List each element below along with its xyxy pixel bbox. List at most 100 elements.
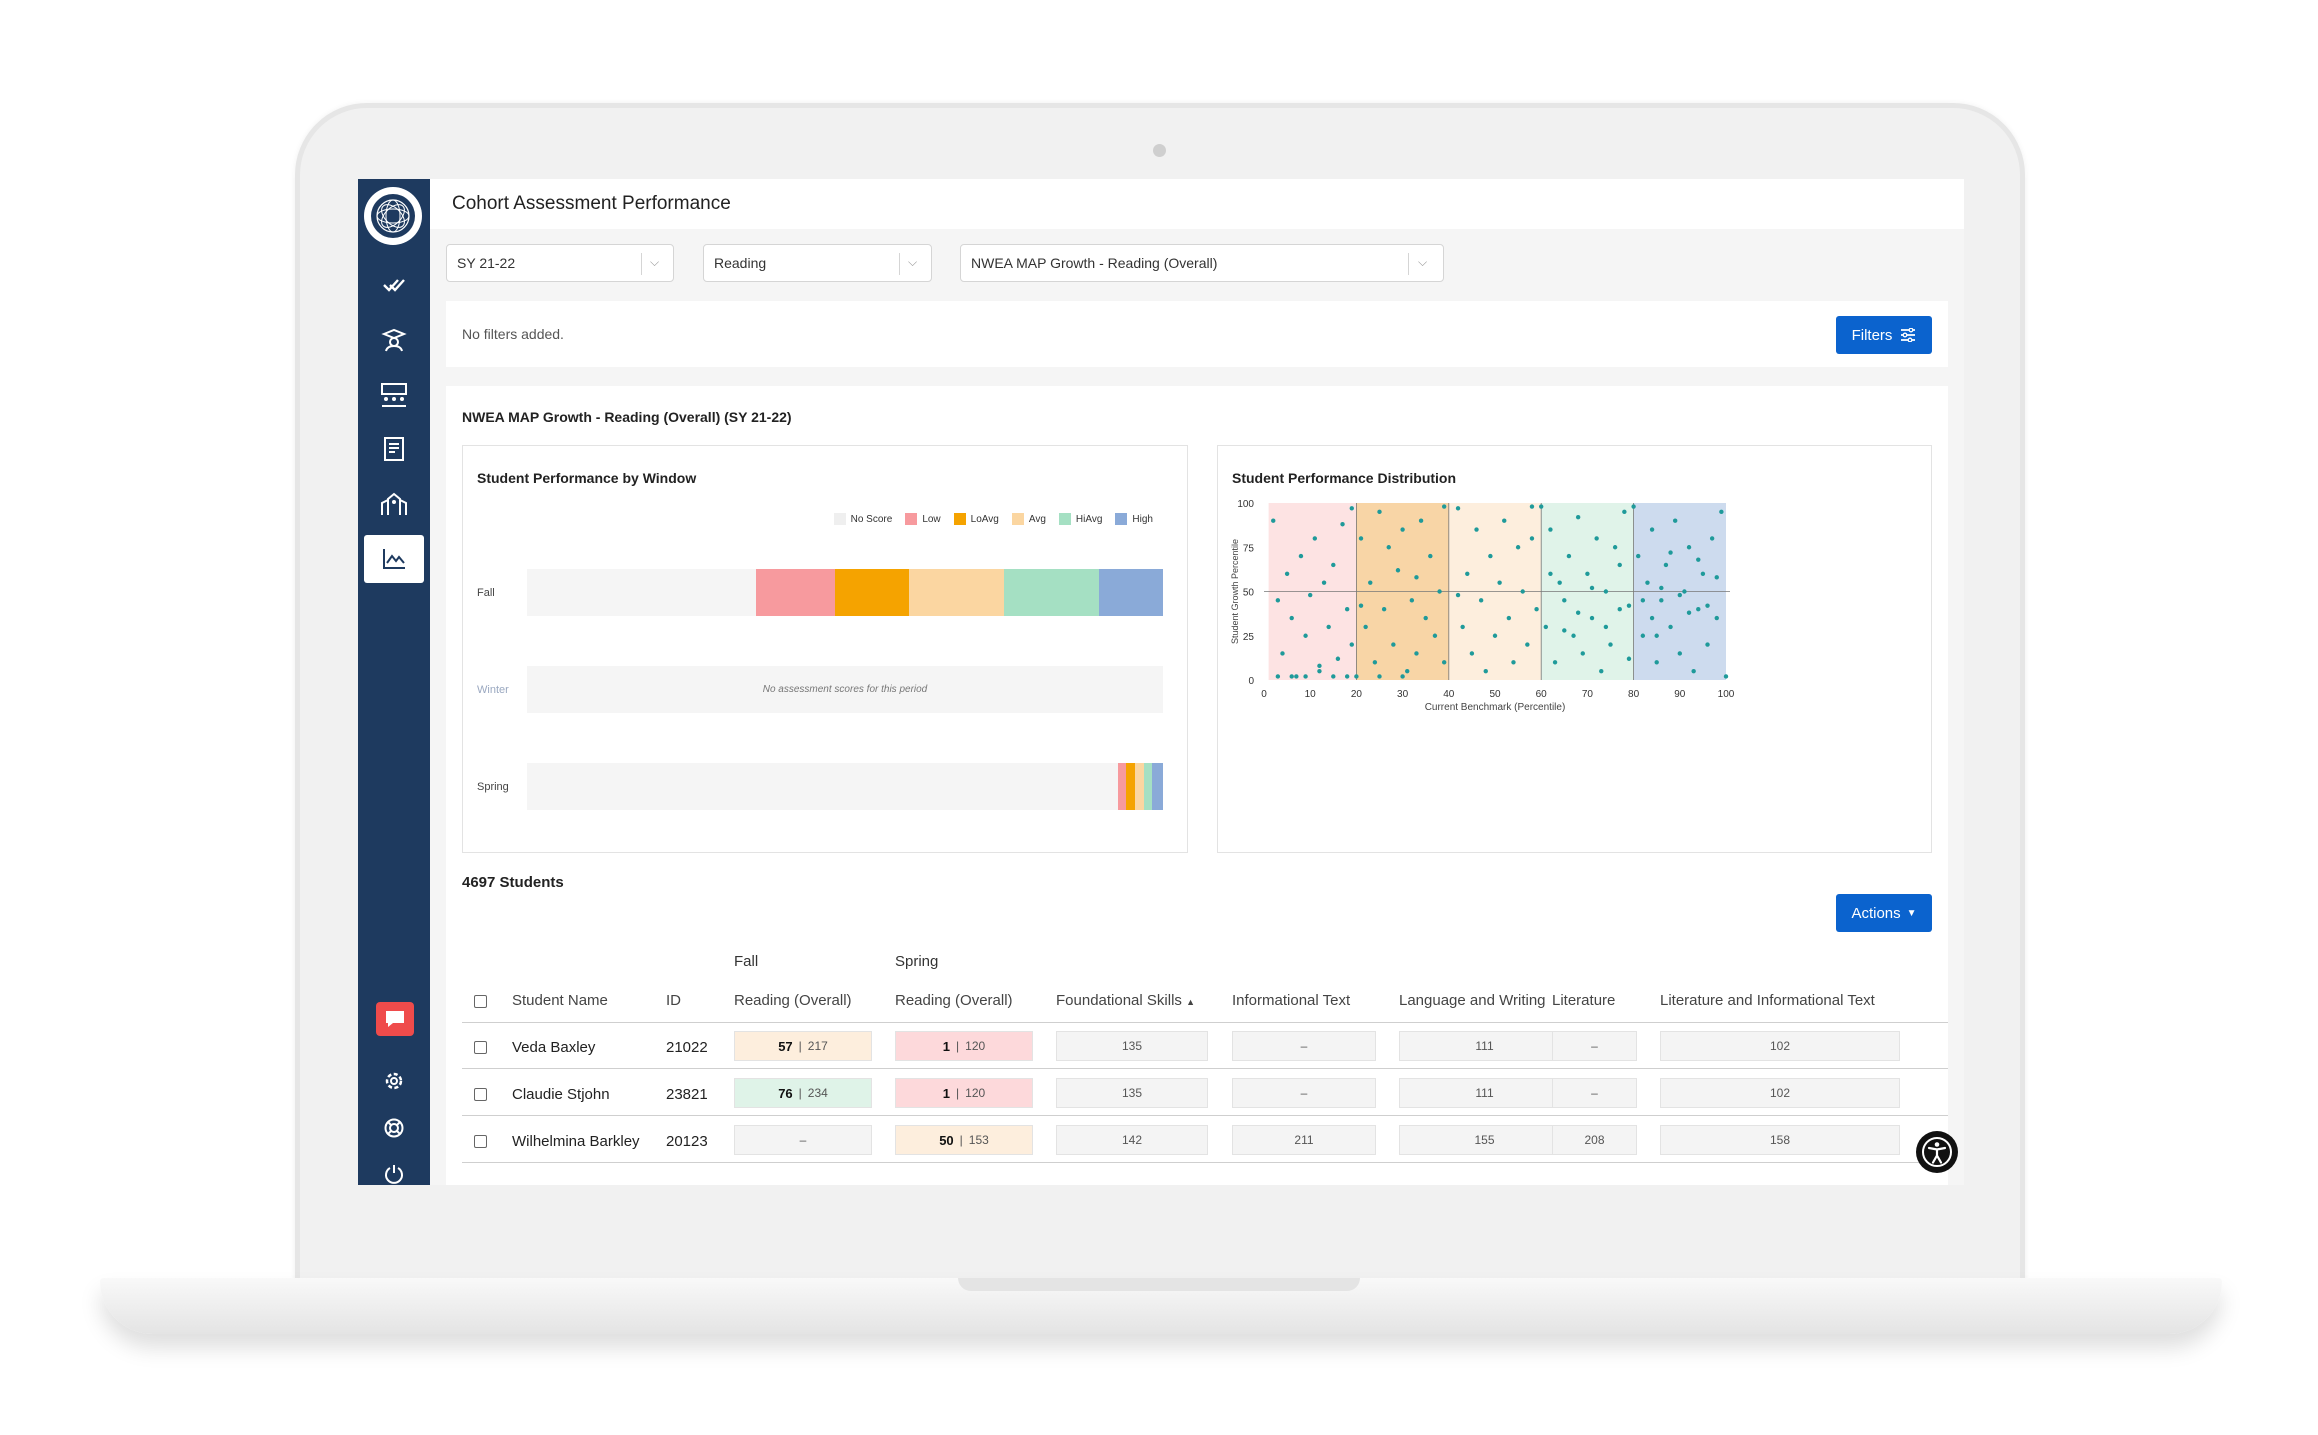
data-point bbox=[1682, 589, 1687, 594]
student-id: 21022 bbox=[666, 1039, 708, 1056]
data-point bbox=[1622, 509, 1627, 515]
bar-segment-high[interactable] bbox=[1151, 763, 1163, 810]
column-id[interactable]: ID bbox=[666, 992, 681, 1009]
data-point bbox=[1645, 580, 1650, 585]
school-icon[interactable] bbox=[364, 480, 424, 528]
data-point bbox=[1668, 624, 1673, 630]
column-literature[interactable]: Literature bbox=[1552, 992, 1616, 1009]
column-spring-reading[interactable]: Reading (Overall) bbox=[895, 992, 1013, 1009]
legend-swatch bbox=[1011, 513, 1024, 525]
row-checkbox[interactable] bbox=[474, 1041, 487, 1054]
bar-segment-loavg[interactable] bbox=[1126, 763, 1135, 810]
gear-icon[interactable] bbox=[364, 1057, 424, 1105]
percentile-value: 50 bbox=[939, 1132, 954, 1148]
score-cell-informational: – bbox=[1232, 1078, 1376, 1108]
graduate-icon[interactable] bbox=[364, 316, 424, 364]
data-point bbox=[1566, 553, 1572, 559]
score-cell-spring[interactable]: 1 | 120 bbox=[895, 1078, 1033, 1108]
row-checkbox[interactable] bbox=[474, 1135, 487, 1148]
score-cell-fall[interactable]: 76 | 234 bbox=[734, 1078, 872, 1108]
y-tick-label: 50 bbox=[1243, 588, 1255, 599]
bar-segment-low[interactable] bbox=[1118, 763, 1127, 810]
legend-item: HiAvg bbox=[1058, 513, 1102, 525]
data-point bbox=[1418, 518, 1424, 523]
data-point bbox=[1432, 633, 1438, 638]
help-lifebuoy-icon[interactable] bbox=[364, 1104, 424, 1152]
column-informational-text[interactable]: Informational Text bbox=[1232, 992, 1351, 1009]
data-point bbox=[1599, 668, 1604, 674]
data-point bbox=[1654, 633, 1659, 638]
score-cell-foundational: 135 bbox=[1056, 1031, 1208, 1061]
data-point bbox=[1312, 536, 1318, 541]
analytics-icon[interactable] bbox=[364, 535, 424, 583]
score-cell-fall[interactable]: 57 | 217 bbox=[734, 1031, 872, 1061]
results-panel: NWEA MAP Growth - Reading (Overall) (SY … bbox=[446, 386, 1948, 1185]
column-fall-reading[interactable]: Reading (Overall) bbox=[734, 992, 852, 1009]
student-name[interactable]: Wilhelmina Barkley bbox=[512, 1133, 640, 1150]
data-point bbox=[1372, 660, 1378, 665]
data-point bbox=[1354, 674, 1359, 679]
score-separator: | bbox=[956, 1086, 960, 1100]
data-point bbox=[1502, 518, 1507, 523]
score-cell-lit-info: 158 bbox=[1660, 1125, 1900, 1155]
data-point bbox=[1672, 518, 1678, 523]
legend-swatch bbox=[953, 513, 966, 525]
data-point bbox=[1714, 615, 1719, 621]
bar-segment-hiavg[interactable] bbox=[1004, 569, 1100, 616]
subject-select[interactable]: Reading ⌵ bbox=[703, 244, 932, 282]
score-cell-literature: – bbox=[1552, 1031, 1637, 1061]
row-checkbox[interactable] bbox=[474, 1088, 487, 1101]
legend-label: High bbox=[1132, 513, 1153, 525]
data-point bbox=[1298, 553, 1304, 559]
data-point bbox=[1617, 562, 1622, 568]
bar-segment-avg[interactable] bbox=[908, 569, 1004, 616]
score-cell-language: 155 bbox=[1399, 1125, 1570, 1155]
bar-segment-low[interactable] bbox=[755, 569, 836, 616]
score-cell-fall[interactable]: – bbox=[734, 1125, 872, 1155]
student-name[interactable]: Claudie Stjohn bbox=[512, 1086, 610, 1103]
data-point bbox=[1696, 607, 1701, 612]
column-student-name[interactable]: Student Name bbox=[512, 992, 608, 1009]
logo-icon[interactable] bbox=[364, 187, 422, 245]
assessment-select[interactable]: NWEA MAP Growth - Reading (Overall) ⌵ bbox=[960, 244, 1444, 282]
data-point bbox=[1705, 603, 1710, 608]
data-point bbox=[1492, 633, 1498, 638]
data-point bbox=[1589, 615, 1595, 621]
score-cell-foundational: 142 bbox=[1056, 1125, 1208, 1155]
rit-score: 234 bbox=[807, 1086, 828, 1100]
data-point bbox=[1474, 527, 1479, 532]
chat-icon[interactable] bbox=[376, 1002, 414, 1036]
data-point bbox=[1529, 536, 1535, 541]
panel-title: NWEA MAP Growth - Reading (Overall) (SY … bbox=[462, 409, 792, 425]
data-point bbox=[1686, 545, 1692, 550]
score-cell-spring[interactable]: 1 | 120 bbox=[895, 1031, 1033, 1061]
student-name[interactable]: Veda Baxley bbox=[512, 1039, 596, 1056]
actions-button[interactable]: Actions ▼ bbox=[1836, 894, 1932, 932]
column-language-writing[interactable]: Language and Writing bbox=[1399, 992, 1546, 1009]
data-point bbox=[1668, 550, 1673, 555]
filters-button[interactable]: Filters bbox=[1836, 316, 1932, 354]
checkmark-icon[interactable] bbox=[364, 261, 424, 309]
accessibility-icon[interactable] bbox=[1916, 1131, 1958, 1173]
data-point bbox=[1575, 514, 1581, 520]
classroom-icon[interactable] bbox=[364, 371, 424, 419]
x-tick-label: 10 bbox=[1305, 689, 1317, 700]
data-point bbox=[1280, 651, 1285, 656]
book-icon[interactable] bbox=[364, 425, 424, 473]
column-foundational-skills[interactable]: Foundational Skills ▲ bbox=[1056, 992, 1195, 1009]
score-cell-spring[interactable]: 50 | 153 bbox=[895, 1125, 1033, 1155]
power-icon[interactable] bbox=[364, 1150, 424, 1185]
data-point bbox=[1275, 598, 1281, 603]
bar-segment-hiavg[interactable] bbox=[1143, 763, 1152, 810]
column-literature-informational[interactable]: Literature and Informational Text bbox=[1660, 992, 1875, 1009]
select-all-checkbox[interactable] bbox=[474, 995, 487, 1008]
bar-segment-loavg[interactable] bbox=[835, 569, 909, 616]
data-point bbox=[1585, 571, 1590, 576]
data-point bbox=[1423, 615, 1428, 621]
school-year-select[interactable]: SY 21-22 ⌵ bbox=[446, 244, 674, 282]
score-separator: | bbox=[956, 1039, 960, 1053]
bar-segment-avg[interactable] bbox=[1135, 763, 1144, 810]
bar-segment-high[interactable] bbox=[1099, 569, 1163, 616]
y-tick-label: 100 bbox=[1237, 499, 1254, 510]
data-point bbox=[1626, 656, 1632, 661]
